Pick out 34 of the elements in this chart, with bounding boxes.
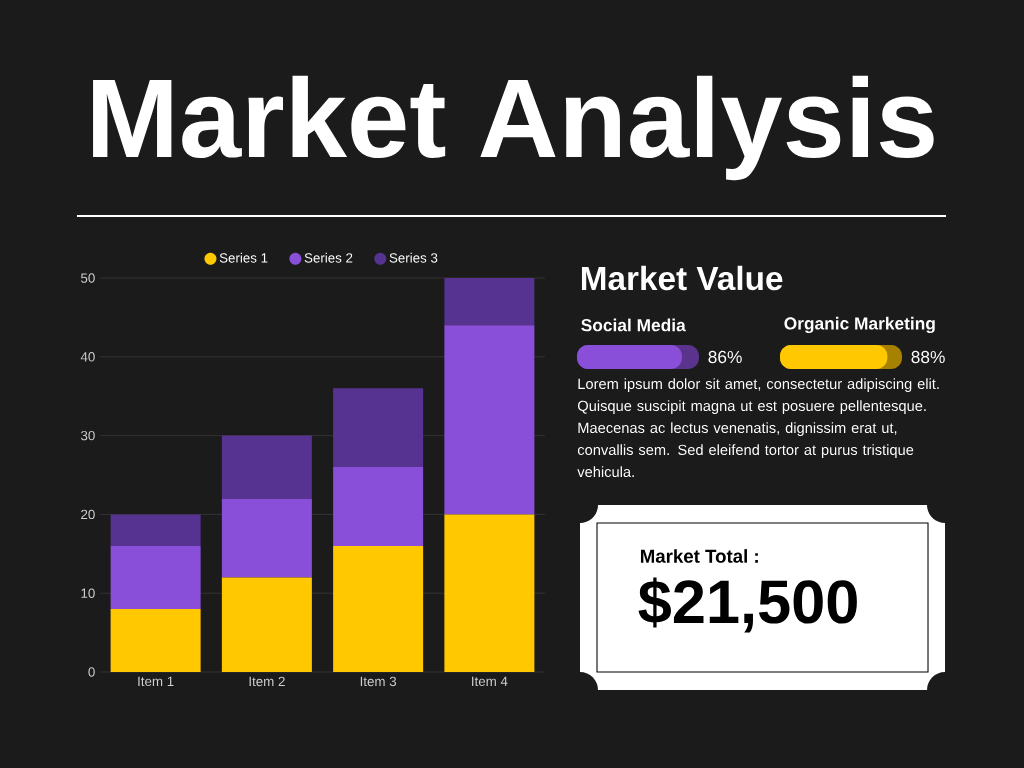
text: Lorem ipsum dolor sit amet, consectetur adipiscing elit. Quisque suscipit magna ut est posuere pellentesque. Maecenas ac lectus venenatis, dignissim erat ut, convallis sem. Sed eleifend tortor at purus tristique vehicula.: [577, 378, 939, 478]
bar: [110, 514, 201, 546]
data-label: 86%: [708, 350, 742, 364]
bar: [333, 388, 424, 468]
legend-label: Series 1: [219, 252, 268, 263]
chart-title: Market Analysis: [93, 75, 934, 181]
x-tick-label: Item 1: [138, 676, 174, 687]
bar: [444, 325, 535, 515]
y-tick-label: 50: [81, 273, 95, 283]
bar: [444, 278, 535, 326]
text: Market Total :: [640, 549, 758, 563]
bar: [333, 545, 424, 672]
bar: [221, 498, 312, 578]
bar: [333, 467, 424, 546]
y-tick-label: 20: [81, 509, 95, 520]
y-tick-label: 40: [80, 352, 95, 362]
legend-label: Series 2: [304, 252, 353, 263]
bar: [221, 577, 312, 672]
legend-label: Series 3: [389, 252, 438, 263]
bar: [444, 514, 535, 672]
y-tick-label: 0: [88, 667, 95, 677]
text: Market Value: [581, 265, 783, 291]
bar: [110, 545, 201, 609]
y-tick-label: 10: [81, 588, 95, 598]
data-label: 88%: [911, 350, 945, 364]
y-tick-label: 30: [80, 430, 95, 441]
x-tick-label: Item 2: [249, 676, 285, 687]
category-label: Organic Marketing: [784, 316, 935, 334]
bar: [110, 608, 201, 672]
bar: [221, 435, 312, 499]
text: $21,500: [638, 577, 857, 633]
x-tick-label: Item 4: [472, 676, 508, 687]
x-tick-label: Item 3: [360, 676, 397, 687]
category-label: Social Media: [581, 318, 686, 332]
